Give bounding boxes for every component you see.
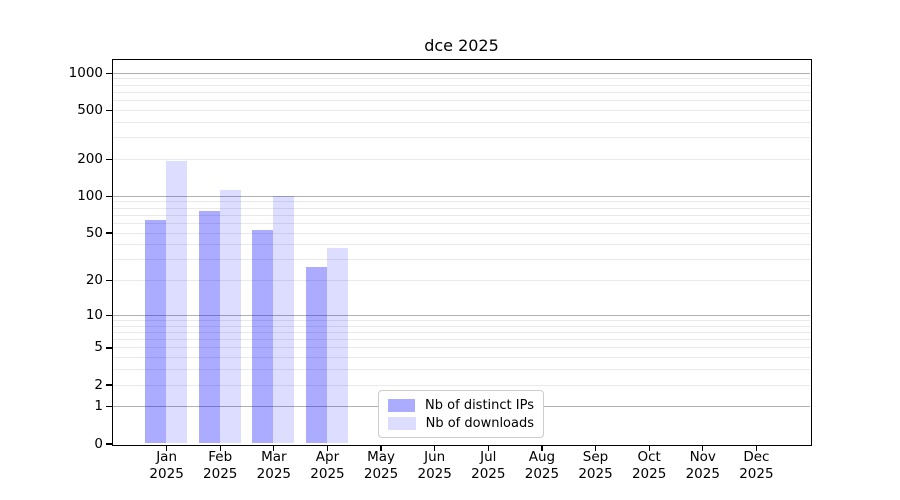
legend-label-downloads: Nb of downloads xyxy=(425,415,534,431)
bar-distinct-ips xyxy=(198,211,220,444)
y-tick-mark xyxy=(105,443,112,445)
x-tick-mark xyxy=(165,445,168,451)
legend-swatch-distinct-ips xyxy=(388,398,416,412)
x-tick-label: May 2025 xyxy=(363,449,399,482)
x-tick-label: Mar 2025 xyxy=(256,449,292,482)
x-tick-mark xyxy=(380,445,382,451)
y-tick-label: 5 xyxy=(94,339,103,356)
gridline-minor xyxy=(112,369,810,371)
gridline-minor xyxy=(112,222,810,224)
x-tick-mark xyxy=(702,445,704,451)
bar-distinct-ips xyxy=(252,230,274,444)
bar-downloads xyxy=(326,248,348,444)
bar-downloads xyxy=(219,189,241,444)
y-tick-mark xyxy=(105,279,112,282)
gridline-major xyxy=(112,314,810,316)
x-tick-label: Feb 2025 xyxy=(203,449,238,482)
chart-title: dce 2025 xyxy=(424,36,499,55)
gridline-minor xyxy=(112,109,810,111)
x-tick-label: Oct 2025 xyxy=(631,449,667,482)
x-tick-mark xyxy=(755,445,758,451)
y-tick-mark xyxy=(105,384,112,386)
y-tick-mark xyxy=(105,109,112,112)
gridline-minor xyxy=(112,121,810,123)
gridline-minor xyxy=(112,331,810,333)
x-tick-mark xyxy=(326,445,329,451)
x-tick-label: Sep 2025 xyxy=(578,449,613,482)
bar-distinct-ips xyxy=(145,220,167,444)
x-tick-mark xyxy=(219,445,221,451)
legend: Nb of distinct IPs Nb of downloads xyxy=(378,390,544,438)
x-tick-mark xyxy=(273,445,275,451)
y-tick-label: 500 xyxy=(77,101,103,118)
y-tick-label: 0 xyxy=(94,435,103,452)
gridline-minor xyxy=(112,325,810,327)
x-tick-mark xyxy=(487,445,489,451)
plot-area xyxy=(111,58,812,446)
y-tick-mark xyxy=(105,195,112,198)
gridline-minor xyxy=(112,207,810,209)
y-tick-label: 200 xyxy=(77,150,103,167)
x-tick-label: Jan 2025 xyxy=(149,449,184,482)
x-tick-mark xyxy=(541,445,543,451)
y-tick-mark xyxy=(105,158,112,161)
x-tick-label: Dec 2025 xyxy=(739,449,774,482)
y-tick-label: 100 xyxy=(77,187,103,204)
gridline-minor xyxy=(112,384,810,386)
x-tick-mark xyxy=(648,445,650,451)
gridline-minor xyxy=(112,100,810,102)
y-tick-label: 1 xyxy=(94,398,103,415)
bar-downloads xyxy=(166,160,188,444)
y-tick-mark xyxy=(105,406,112,408)
x-tick-mark xyxy=(434,445,436,451)
y-tick-mark xyxy=(105,72,112,74)
y-tick-label: 50 xyxy=(85,224,103,241)
gridline-minor xyxy=(112,244,810,246)
gridline-minor xyxy=(112,158,810,160)
legend-item-distinct-ips: Nb of distinct IPs xyxy=(388,398,534,413)
bar-distinct-ips xyxy=(305,266,327,444)
x-tick-label: Nov 2025 xyxy=(685,449,720,482)
x-tick-label: Apr 2025 xyxy=(310,449,345,482)
y-tick-label: 2 xyxy=(94,376,103,393)
x-tick-label: Aug 2025 xyxy=(524,449,560,482)
gridline-minor xyxy=(112,280,810,282)
legend-label-distinct-ips: Nb of distinct IPs xyxy=(425,397,534,413)
y-tick-mark xyxy=(105,232,112,234)
x-tick-mark xyxy=(594,445,597,451)
legend-swatch-downloads xyxy=(388,416,416,430)
gridline-minor xyxy=(112,201,810,203)
x-tick-label: Jun 2025 xyxy=(417,449,452,482)
gridline-minor xyxy=(112,357,810,359)
legend-item-downloads: Nb of downloads xyxy=(388,416,534,431)
gridline-minor xyxy=(112,137,810,139)
y-tick-label: 20 xyxy=(85,272,103,289)
gridline-minor xyxy=(112,91,810,93)
gridline-minor xyxy=(112,259,810,261)
y-tick-mark xyxy=(105,347,112,349)
gridline-major xyxy=(112,195,810,197)
x-tick-label: Jul 2025 xyxy=(471,449,506,482)
gridline-major xyxy=(112,72,810,74)
y-tick-mark xyxy=(105,314,112,316)
gridline-minor xyxy=(112,78,810,80)
y-tick-label: 1000 xyxy=(68,64,103,81)
gridline-minor xyxy=(112,339,810,341)
gridline-minor xyxy=(112,319,810,321)
gridline-minor xyxy=(112,84,810,86)
y-tick-label: 10 xyxy=(85,306,103,323)
gridline-minor xyxy=(112,347,810,349)
gridline-minor xyxy=(112,214,810,216)
bar-downloads xyxy=(273,195,295,444)
gridline-minor xyxy=(112,232,810,234)
